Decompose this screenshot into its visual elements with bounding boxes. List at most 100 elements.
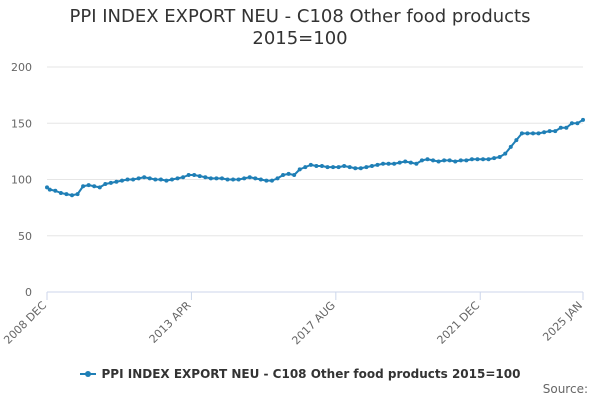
- data-point: [319, 164, 324, 168]
- data-point: [381, 161, 386, 166]
- data-point: [408, 160, 413, 165]
- data-point: [492, 156, 497, 161]
- data-point: [147, 176, 152, 181]
- chart-title-line-2: 2015=100: [252, 28, 348, 49]
- data-point: [547, 129, 552, 134]
- data-point: [531, 131, 536, 136]
- data-point: [158, 177, 163, 182]
- data-point: [214, 176, 219, 181]
- data-point: [203, 175, 208, 180]
- data-point: [297, 167, 302, 172]
- data-point: [364, 165, 369, 170]
- data-point: [153, 177, 158, 182]
- chart-title-line-1: PPI INDEX EXPORT NEU - C108 Other food p…: [69, 6, 531, 27]
- data-point: [131, 177, 136, 182]
- x-tick-label-0: 2008 DEC: [1, 299, 49, 347]
- data-point: [114, 179, 119, 184]
- y-tick-label-50: 50: [18, 230, 32, 243]
- legend-swatch: [79, 371, 96, 377]
- data-point: [569, 121, 574, 126]
- data-point: [564, 125, 569, 130]
- data-point: [108, 180, 113, 185]
- data-point: [503, 151, 508, 156]
- legend-label: PPI INDEX EXPORT NEU - C108 Other food p…: [101, 367, 521, 381]
- data-point: [481, 157, 486, 162]
- data-point: [447, 158, 452, 163]
- data-point: [342, 164, 347, 168]
- data-point: [64, 192, 69, 197]
- data-point: [325, 165, 330, 170]
- data-point: [464, 158, 469, 163]
- data-point: [175, 176, 180, 181]
- data-point: [458, 158, 463, 163]
- data-point: [369, 164, 374, 168]
- data-point: [208, 176, 213, 181]
- data-point: [436, 159, 441, 164]
- data-point: [386, 161, 391, 166]
- data-point: [331, 165, 336, 170]
- data-point: [347, 165, 352, 170]
- legend-item[interactable]: PPI INDEX EXPORT NEU - C108 Other food p…: [79, 367, 521, 381]
- data-point: [75, 192, 80, 197]
- data-point: [308, 162, 313, 167]
- data-point: [453, 159, 458, 164]
- data-point: [419, 158, 424, 163]
- data-point: [519, 131, 524, 136]
- data-point: [469, 157, 474, 162]
- data-point: [353, 166, 358, 171]
- data-point: [47, 187, 52, 192]
- data-point: [197, 174, 202, 179]
- data-point: [136, 176, 141, 181]
- data-point: [81, 184, 86, 189]
- data-point: [219, 176, 224, 181]
- data-point: [125, 177, 130, 182]
- data-point: [581, 117, 585, 122]
- data-point: [142, 175, 147, 180]
- data-point: [231, 177, 236, 182]
- data-point: [575, 121, 580, 126]
- chart-title: PPI INDEX EXPORT NEU - C108 Other food p…: [0, 6, 600, 50]
- x-tick-label-2: 2017 AUG: [289, 299, 338, 348]
- data-point: [486, 157, 491, 162]
- data-point: [253, 176, 258, 181]
- data-point: [558, 125, 563, 130]
- data-point: [103, 182, 108, 186]
- data-point: [92, 184, 97, 189]
- x-tick-label-3: 2021 DEC: [435, 299, 483, 347]
- data-point: [119, 178, 124, 183]
- data-point: [58, 191, 63, 195]
- data-point: [525, 131, 530, 136]
- y-tick-label-100: 100: [11, 174, 32, 187]
- x-tick-label-1: 2013 APR: [147, 299, 194, 346]
- data-point: [553, 129, 558, 134]
- data-point: [336, 165, 341, 170]
- source-label: Source:: [542, 382, 588, 396]
- legend[interactable]: PPI INDEX EXPORT NEU - C108 Other food p…: [0, 364, 600, 381]
- data-point: [186, 173, 191, 177]
- y-tick-label-0: 0: [25, 286, 32, 299]
- data-point: [281, 173, 286, 177]
- data-point: [442, 158, 447, 163]
- data-point: [536, 131, 541, 136]
- data-point: [45, 185, 49, 190]
- data-point: [403, 159, 408, 164]
- data-point: [286, 171, 291, 176]
- data-point: [414, 161, 419, 166]
- data-point: [275, 176, 280, 181]
- data-point: [258, 177, 263, 182]
- data-point: [86, 183, 91, 188]
- data-point: [542, 130, 547, 135]
- data-point: [192, 173, 197, 177]
- data-point: [497, 155, 502, 159]
- y-tick-label-200: 200: [11, 61, 32, 74]
- data-point: [97, 185, 102, 190]
- data-point: [181, 175, 186, 180]
- data-point: [292, 173, 297, 177]
- data-point: [375, 162, 380, 167]
- data-point: [358, 166, 363, 171]
- data-point: [397, 160, 402, 165]
- data-point: [236, 177, 241, 182]
- y-tick-label-150: 150: [11, 117, 32, 130]
- series-line-0: [46, 118, 584, 197]
